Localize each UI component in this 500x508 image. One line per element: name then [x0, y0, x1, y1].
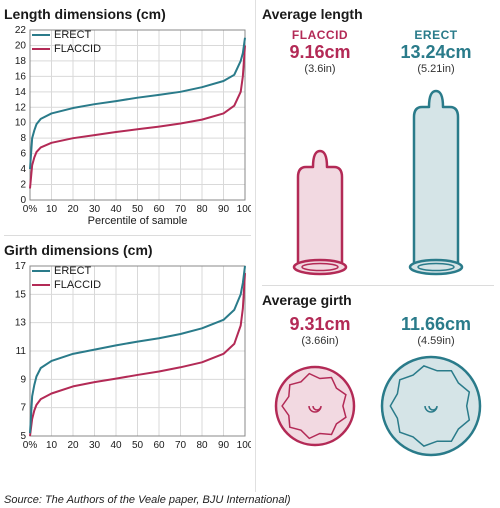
length-shapes	[262, 79, 494, 279]
avg-girth-title: Average girth	[262, 292, 494, 308]
svg-text:Percentile of sample: Percentile of sample	[88, 215, 188, 224]
legend-row: FLACCID	[32, 278, 101, 292]
svg-text:90: 90	[218, 440, 230, 451]
svg-text:6: 6	[20, 149, 26, 160]
svg-text:17: 17	[15, 261, 27, 272]
svg-text:50: 50	[132, 204, 144, 215]
condom-shape-flaccid	[288, 149, 352, 279]
svg-text:0%: 0%	[23, 204, 38, 215]
legend-row: FLACCID	[32, 42, 101, 56]
svg-text:18: 18	[15, 56, 27, 67]
svg-text:2: 2	[20, 180, 26, 191]
svg-text:70: 70	[175, 440, 187, 451]
legend-label: FLACCID	[54, 42, 101, 56]
svg-text:100: 100	[237, 204, 251, 215]
svg-text:14: 14	[15, 87, 27, 98]
flaccid-girth-value: 9.31cm	[262, 314, 378, 335]
flaccid-length-value: 9.16cm	[262, 42, 378, 63]
svg-text:9: 9	[20, 374, 26, 385]
legend-row: ERECT	[32, 264, 101, 278]
svg-text:13: 13	[15, 318, 27, 329]
svg-text:90: 90	[218, 204, 230, 215]
avg-length-title: Average length	[262, 6, 494, 22]
svg-text:30: 30	[89, 204, 101, 215]
ring-shape-erect	[376, 351, 486, 461]
legend-label: ERECT	[54, 28, 91, 42]
length-chart: 02468101214161820220%1020304050607080901…	[4, 24, 251, 229]
erect-length-sub: (5.21in)	[378, 63, 494, 75]
flaccid-length-sub: (3.6in)	[262, 63, 378, 75]
svg-text:15: 15	[15, 289, 27, 300]
legend-label: ERECT	[54, 264, 91, 278]
svg-text:16: 16	[15, 71, 27, 82]
flaccid-label: FLACCID	[262, 28, 378, 42]
svg-text:12: 12	[15, 102, 27, 113]
svg-text:40: 40	[110, 204, 122, 215]
girth-legend: ERECT FLACCID	[32, 264, 101, 292]
avg-girth-labels: 9.31cm (3.66in) 11.66cm (4.59in)	[262, 314, 494, 347]
girth-chart-title: Girth dimensions (cm)	[4, 242, 251, 258]
girth-chart: 579111315170%102030405060708090100 ERECT…	[4, 260, 251, 465]
svg-text:11: 11	[16, 346, 27, 357]
erect-length-value: 13.24cm	[378, 42, 494, 63]
svg-text:60: 60	[153, 440, 165, 451]
svg-text:10: 10	[46, 204, 58, 215]
svg-text:10: 10	[15, 118, 27, 129]
svg-text:8: 8	[20, 133, 26, 144]
svg-text:0%: 0%	[23, 440, 38, 451]
girth-shapes	[262, 351, 494, 461]
erect-label: ERECT	[378, 28, 494, 42]
svg-text:7: 7	[20, 403, 26, 414]
source-text: Source: The Authors of the Veale paper, …	[4, 494, 291, 506]
svg-text:10: 10	[46, 440, 58, 451]
svg-text:30: 30	[89, 440, 101, 451]
svg-text:22: 22	[15, 25, 27, 36]
divider	[4, 235, 251, 236]
divider	[262, 285, 494, 286]
svg-text:60: 60	[153, 204, 165, 215]
erect-girth-value: 11.66cm	[378, 314, 494, 335]
svg-text:20: 20	[67, 440, 79, 451]
erect-girth-sub: (4.59in)	[378, 335, 494, 347]
svg-text:100: 100	[237, 440, 251, 451]
svg-text:20: 20	[67, 204, 79, 215]
condom-shape-erect	[404, 89, 468, 279]
length-legend: ERECT FLACCID	[32, 28, 101, 56]
length-chart-title: Length dimensions (cm)	[4, 6, 251, 22]
svg-text:80: 80	[196, 204, 208, 215]
legend-row: ERECT	[32, 28, 101, 42]
svg-text:20: 20	[15, 40, 27, 51]
svg-text:4: 4	[20, 164, 26, 175]
avg-length-labels: FLACCID 9.16cm (3.6in) ERECT 13.24cm (5.…	[262, 28, 494, 75]
legend-label: FLACCID	[54, 278, 101, 292]
ring-shape-flaccid	[270, 361, 360, 451]
flaccid-girth-sub: (3.66in)	[262, 335, 378, 347]
svg-text:80: 80	[196, 440, 208, 451]
svg-text:40: 40	[110, 440, 122, 451]
svg-text:70: 70	[175, 204, 187, 215]
svg-text:50: 50	[132, 440, 144, 451]
